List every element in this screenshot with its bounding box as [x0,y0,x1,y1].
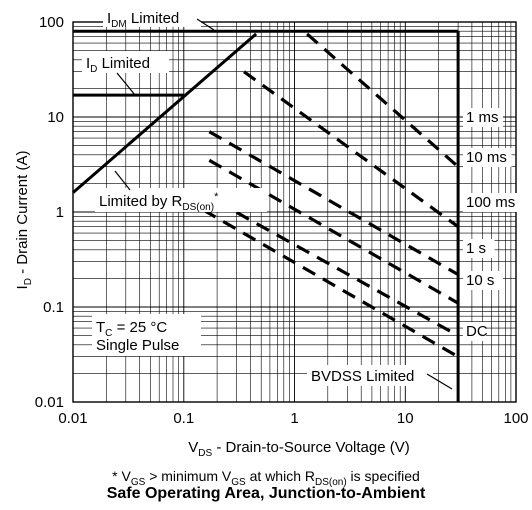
pulse-label-bg [463,108,503,127]
pulse-label-bg [463,148,512,167]
idm-limited-annotation: IDM Limited [103,7,215,31]
pulse-line [208,130,459,276]
conditions-annotation: TC = 25 °C Single Pulse [92,314,201,356]
svg-text:BVDSS Limited: BVDSS Limited [311,368,414,385]
pulse-label: 100 ms [466,194,515,211]
x-axis-label: VDS - Drain-to-Source Voltage (V) [188,439,410,459]
pulse-label: DC [466,323,488,340]
y-axis-label: ID - Drain Current (A) [14,151,34,290]
bvdss-limited-annotation: BVDSS Limited [307,365,453,390]
pulse-line [243,70,460,228]
x-tick-label: 10 [397,410,414,427]
svg-text:Single Pulse: Single Pulse [96,337,179,354]
pulse-label: 1 s [466,240,486,257]
y-tick-label: 10 [47,109,64,126]
x-tick-label: 1 [290,410,298,427]
pulse-label-bg [463,239,495,258]
pulse-label: 10 ms [466,149,507,166]
x-tick-label: 0.01 [58,410,87,427]
pulse-label: 1 ms [466,109,499,126]
svg-text:Limited by RDS(on)*: Limited by RDS(on)* [99,191,219,213]
boundary-line [72,32,258,194]
pulse-line [208,158,459,305]
tick-labels: 0.01 0.1 1 10 100 0.01 0.1 1 10 100 [35,14,529,427]
chart-caption: Safe Operating Area, Junction-to-Ambient [106,485,426,502]
pulse-labels: 1 ms 10 ms 100 ms 1 s 10 s DC [463,108,520,341]
y-tick-label: 0.01 [35,394,64,411]
pulse-line [202,208,459,359]
y-tick-label: 100 [39,14,64,31]
x-tick-label: 0.1 [173,410,194,427]
pulse-label-bg [463,193,520,212]
footnote: * VGS > minimum VGS at which RDS(on) is … [112,468,420,488]
boundary-lines [72,29,460,402]
svg-text:TC = 25 °C: TC = 25 °C [96,319,167,339]
pulse-label-bg [463,271,503,290]
pulse-lines [195,32,460,359]
x-tick-label: 100 [503,410,528,427]
svg-text:IDM Limited: IDM Limited [107,10,179,30]
id-limited-annotation: ID Limited [82,51,169,96]
rds-limited-annotation: Limited by RDS(on)* [95,170,267,213]
y-tick-label: 1 [56,204,64,221]
pulse-label-bg [463,322,486,341]
pulse-line [195,188,459,337]
pulse-line [306,32,460,168]
pulse-label: 10 s [466,272,494,289]
y-tick-label: 0.1 [43,299,64,316]
svg-text:ID Limited: ID Limited [86,55,150,75]
